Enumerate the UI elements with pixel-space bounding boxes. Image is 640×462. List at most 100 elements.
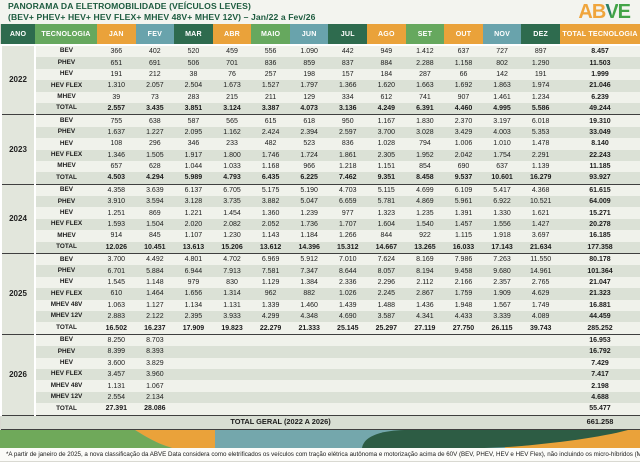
month-cell: 129	[289, 91, 329, 103]
month-cell: 637	[444, 45, 483, 58]
table-row: MHEV 12V 2.554 2.134 4.688	[1, 391, 640, 404]
row-total-cell: 15.271	[560, 207, 640, 219]
month-cell: 1.129	[251, 276, 290, 289]
month-cell	[174, 403, 213, 416]
row-total-cell: 61.615	[560, 184, 640, 197]
month-cell	[367, 380, 406, 392]
row-total-cell: 22.243	[560, 149, 640, 161]
month-cell: 3.700	[97, 253, 136, 266]
month-cell: 157	[328, 68, 368, 81]
month-cell: 1.360	[251, 207, 290, 219]
month-cell	[405, 334, 445, 347]
month-cell: 4.249	[367, 102, 406, 116]
month-cell: 794	[405, 138, 445, 150]
month-cell: 1.090	[289, 45, 329, 58]
month-cell: 482	[251, 138, 290, 150]
month-cell: 6.137	[174, 184, 213, 197]
row-total-cell: 19.310	[560, 114, 640, 127]
month-cell: 5.417	[482, 184, 522, 197]
month-cell: 1.346	[97, 149, 136, 161]
month-cell: 1.909	[482, 288, 522, 300]
month-cell: 2.765	[521, 276, 560, 289]
table-row: MHEV 914 845 1.107 1.230 1.143 1.184 1.266 844 92…	[1, 230, 640, 242]
table-row: PHEV 1.637 1.227 2.095 1.162 2.424 2.394 2.597 3…	[1, 126, 640, 139]
month-cell: 1.330	[482, 207, 522, 219]
month-cell: 366	[97, 45, 136, 58]
month-cell: 1.266	[328, 230, 368, 242]
month-cell: 4.702	[212, 253, 252, 266]
month-cell: 3.457	[97, 368, 136, 381]
month-cell: 283	[174, 91, 213, 103]
month-cell: 922	[405, 230, 445, 242]
month-cell: 1.067	[135, 380, 175, 392]
month-cell	[251, 368, 290, 381]
month-cell: 1.033	[212, 160, 252, 173]
month-cell: 2.395	[174, 310, 213, 323]
month-cell: 3.851	[174, 102, 213, 116]
month-cell: 1.230	[212, 230, 252, 242]
logo-letter-v: V	[605, 1, 618, 23]
month-cell: 16.033	[444, 241, 483, 255]
column-header-dez: DEZ	[521, 24, 560, 46]
table-row: PHEV 8.399 8.393 16.792	[1, 346, 640, 358]
row-total-cell: 20.278	[560, 218, 640, 231]
month-cell: 5.989	[174, 172, 213, 185]
month-cell	[444, 346, 483, 358]
row-total-cell: 16.792	[560, 346, 640, 358]
row-total-cell: 6.239	[560, 91, 640, 103]
month-cell: 459	[212, 45, 252, 58]
row-total-cell: 101.364	[560, 265, 640, 277]
month-cell: 16.502	[97, 322, 136, 335]
row-total-cell: 177.358	[560, 241, 640, 255]
table-row: HEV FLEX 1.310 2.057 2.504 1.673 1.527 1.797 1.…	[1, 80, 640, 92]
month-cell	[444, 357, 483, 369]
tech-cell: PHEV	[35, 126, 97, 139]
month-cell: 5.884	[135, 265, 175, 277]
month-cell: 10.601	[482, 172, 522, 185]
table-row: MHEV 39 73 283 215 211 129 334 612 741 907 1.461 1.2…	[1, 91, 640, 103]
grand-total-label: TOTAL GERAL (2022 A 2026)	[1, 415, 560, 430]
year-cell-2025: 2025	[0, 253, 36, 335]
month-cell	[405, 403, 445, 416]
grand-total-value: 661.258	[560, 415, 640, 430]
row-total-cell: 16.881	[560, 299, 640, 311]
row-total-cell: 7.429	[560, 357, 640, 369]
month-cell	[367, 368, 406, 381]
month-cell: 21.333	[289, 322, 329, 335]
tech-cell: BEV	[35, 114, 97, 127]
month-cell: 741	[405, 91, 445, 103]
month-cell: 27.750	[444, 322, 483, 335]
month-cell: 191	[97, 68, 136, 81]
month-cell: 13.613	[174, 241, 213, 255]
column-header-abr: ABR	[212, 24, 252, 46]
abve-logo: ABVE	[578, 1, 631, 23]
month-cell: 1.505	[135, 149, 175, 161]
month-cell: 9.351	[367, 172, 406, 185]
year-cell-2023: 2023	[0, 114, 36, 185]
month-cell: 1.917	[174, 149, 213, 161]
month-cell: 257	[251, 68, 290, 81]
month-cell	[444, 380, 483, 392]
month-cell: 1.754	[482, 149, 522, 161]
month-cell: 7.913	[212, 265, 252, 277]
month-cell: 882	[289, 288, 329, 300]
table-row: HEV 191 212 38 76 257 198 157 184 287 66 142 191 1.99…	[1, 68, 640, 81]
month-cell: 14.961	[521, 265, 560, 277]
month-cell: 22.279	[251, 322, 290, 335]
month-cell: 16.237	[135, 322, 175, 335]
month-cell: 8.169	[405, 253, 445, 266]
month-cell: 4.089	[521, 310, 560, 323]
month-cell: 610	[97, 288, 136, 300]
month-cell: 6.944	[174, 265, 213, 277]
month-cell: 4.503	[97, 172, 136, 185]
tech-cell: BEV	[35, 334, 97, 347]
month-cell: 1.952	[405, 149, 445, 161]
month-cell: 8.393	[135, 346, 175, 358]
table-row: MHEV 48V 1.131 1.067 2.198	[1, 380, 640, 392]
month-cell: 884	[367, 57, 406, 69]
month-cell: 1.314	[212, 288, 252, 300]
month-cell: 4.869	[405, 196, 445, 208]
month-cell: 1.637	[97, 126, 136, 139]
table-row: HEV 1.251 869 1.221 1.454 1.360 1.239 977 1.323 1…	[1, 207, 640, 219]
month-cell: 1.457	[444, 218, 483, 231]
